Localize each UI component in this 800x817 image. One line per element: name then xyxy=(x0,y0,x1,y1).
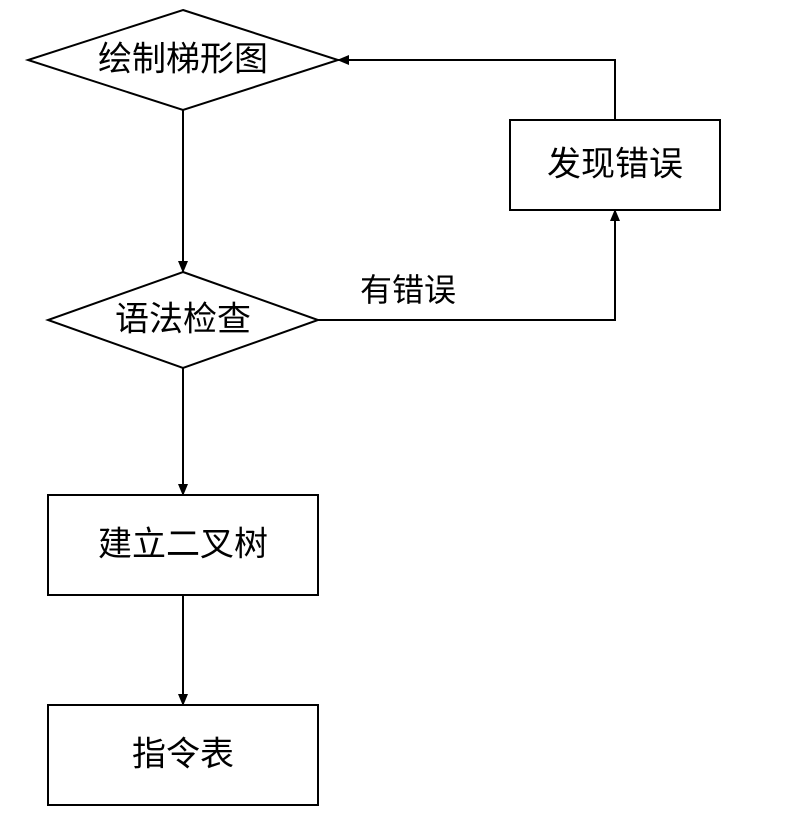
flowchart-canvas: 有错误 绘制梯形图语法检查 发现错误建立二叉树指令表 xyxy=(0,0,800,817)
edge-e3 xyxy=(338,60,615,120)
node-label-n5: 指令表 xyxy=(132,736,234,774)
node-label-n4: 建立二叉树 xyxy=(98,526,268,564)
node-label-n3: 发现错误 xyxy=(547,146,683,184)
node-label-n2: 语法检查 xyxy=(115,301,251,339)
node-label-n1: 绘制梯形图 xyxy=(98,41,268,79)
edge-label-e2: 有错误 xyxy=(360,272,456,308)
